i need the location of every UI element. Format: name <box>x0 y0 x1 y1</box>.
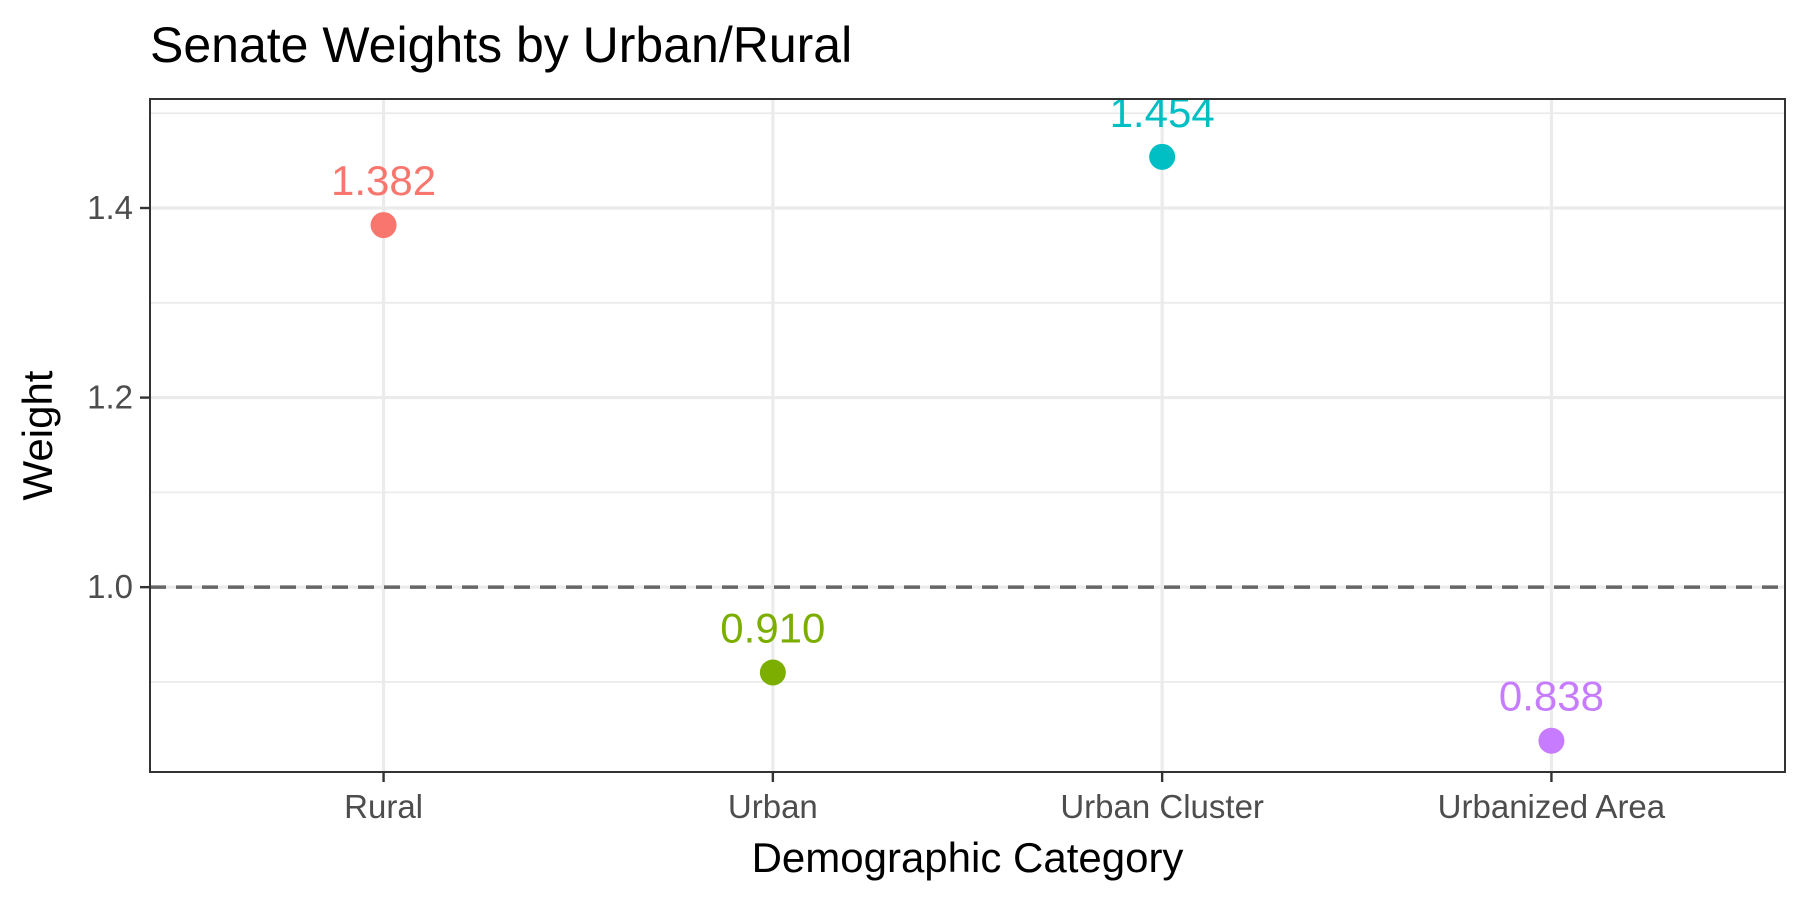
x-tick-label: Urbanized Area <box>1438 788 1666 825</box>
y-tick-label: 1.4 <box>87 189 133 226</box>
y-tick-label: 1.0 <box>87 568 133 605</box>
data-point <box>370 212 397 239</box>
data-point <box>1538 727 1565 754</box>
data-point <box>1149 143 1176 170</box>
data-label: 1.382 <box>331 157 436 204</box>
data-point <box>759 659 786 686</box>
x-axis-title: Demographic Category <box>752 834 1184 881</box>
data-label: 1.454 <box>1110 89 1215 136</box>
x-tick-label: Rural <box>344 788 423 825</box>
chart-title: Senate Weights by Urban/Rural <box>150 17 852 73</box>
plot-panel <box>149 98 1786 773</box>
y-axis-title: Weight <box>14 370 61 500</box>
data-label: 0.910 <box>720 604 825 651</box>
y-axis: 1.0 1.2 1.4 <box>87 189 150 605</box>
x-tick-label: Urban Cluster <box>1060 788 1264 825</box>
x-axis: Rural Urban Urban Cluster Urbanized Area <box>344 772 1666 825</box>
y-tick-label: 1.2 <box>87 379 133 416</box>
data-points: 1.382 0.910 1.454 0.838 <box>331 89 1604 754</box>
x-tick-label: Urban <box>728 788 818 825</box>
data-label: 0.838 <box>1499 673 1604 720</box>
